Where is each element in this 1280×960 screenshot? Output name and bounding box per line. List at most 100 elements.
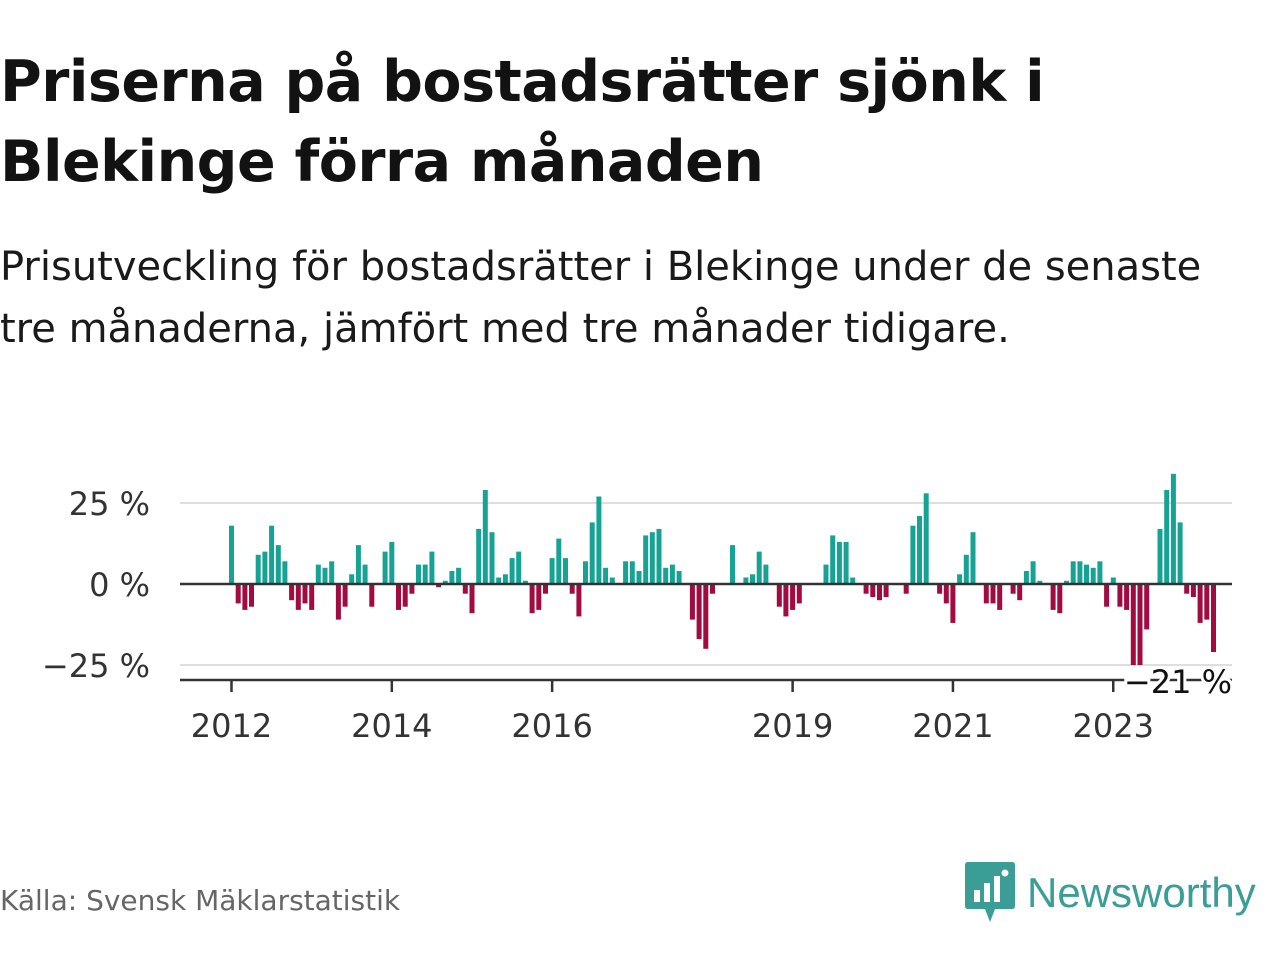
bar — [509, 558, 515, 584]
bar — [543, 584, 548, 594]
bar — [937, 584, 943, 594]
bar — [269, 525, 275, 584]
bar — [1177, 522, 1183, 584]
y-tick-label: 25 % — [69, 485, 150, 523]
bar — [863, 584, 869, 594]
bar — [730, 545, 735, 584]
bar — [1130, 584, 1136, 665]
bar — [1197, 584, 1203, 623]
newsworthy-chart-bubble-icon — [965, 862, 1015, 922]
bar — [910, 525, 916, 584]
bar — [262, 551, 268, 584]
bar — [877, 584, 882, 601]
bar — [469, 584, 475, 614]
bar — [763, 564, 769, 584]
bar — [1184, 584, 1190, 594]
bar — [609, 577, 615, 584]
bar — [950, 584, 956, 623]
bar — [1017, 584, 1023, 601]
bar — [1097, 561, 1103, 584]
chart-subtitle: Prisutveckling för bostadsrätter i Bleki… — [0, 244, 1202, 352]
x-tick-label: 2021 — [912, 707, 993, 745]
bar — [957, 574, 963, 584]
bar — [355, 545, 361, 584]
bar — [1057, 584, 1063, 614]
bar — [1211, 584, 1216, 652]
bar — [823, 564, 829, 584]
bar — [1170, 473, 1176, 584]
bar — [830, 535, 836, 584]
bar — [997, 584, 1003, 610]
bar — [476, 528, 482, 584]
grid-lines — [180, 502, 1232, 666]
bar — [516, 551, 522, 584]
bar — [750, 574, 755, 584]
bar — [1124, 584, 1130, 610]
bar — [923, 493, 929, 584]
bar — [295, 584, 301, 610]
bar — [643, 535, 649, 584]
bar — [342, 584, 348, 607]
bar — [776, 584, 782, 607]
x-tick-label: 2012 — [191, 707, 272, 745]
bar — [623, 561, 629, 584]
bar — [903, 584, 909, 594]
y-tick-label: −25 % — [42, 647, 150, 685]
bar — [349, 574, 355, 584]
bar — [656, 528, 662, 584]
bar — [282, 561, 288, 584]
bar — [1090, 567, 1096, 584]
bar — [970, 532, 976, 584]
axes — [180, 582, 1232, 692]
x-tick-label: 2014 — [351, 707, 432, 745]
bar — [756, 551, 762, 584]
bar — [536, 584, 542, 610]
bar — [382, 551, 388, 584]
bar — [1110, 577, 1116, 584]
x-tick-label: 2019 — [752, 707, 833, 745]
bar — [275, 545, 281, 584]
bar — [596, 496, 602, 584]
last-value-label: −21 % — [1124, 663, 1232, 701]
bar — [289, 584, 295, 601]
brand-logo: Newsworthy — [965, 862, 1256, 924]
bar — [429, 551, 435, 584]
bar — [1064, 580, 1069, 584]
bar — [963, 554, 969, 584]
bar — [663, 567, 669, 584]
bar — [836, 541, 842, 584]
bars — [229, 473, 1216, 665]
bar — [436, 584, 442, 588]
bar — [603, 567, 609, 584]
bar — [710, 584, 715, 594]
bar — [396, 584, 401, 610]
bar — [883, 584, 889, 597]
bar — [743, 577, 749, 584]
bar — [783, 584, 789, 617]
bar — [649, 532, 655, 584]
bar — [576, 584, 582, 617]
brand-name: Newsworthy — [1027, 869, 1256, 916]
bar — [917, 516, 922, 584]
bar — [229, 525, 234, 584]
bar — [796, 584, 802, 604]
bar — [636, 571, 642, 584]
bar — [703, 584, 709, 649]
bar — [1084, 564, 1089, 584]
bar — [302, 584, 308, 604]
y-tick-label: 0 % — [89, 566, 150, 604]
bar — [870, 584, 876, 597]
bar — [362, 564, 368, 584]
bar — [255, 554, 261, 584]
bar — [583, 561, 588, 584]
bar — [449, 571, 455, 584]
bar — [502, 574, 508, 584]
bar — [1157, 528, 1163, 584]
bar — [1077, 561, 1083, 584]
bar — [990, 584, 996, 604]
bar — [1050, 584, 1056, 610]
bar — [235, 584, 241, 604]
x-tick-label: 2023 — [1073, 707, 1154, 745]
bar — [1144, 584, 1150, 630]
bar — [389, 541, 395, 584]
